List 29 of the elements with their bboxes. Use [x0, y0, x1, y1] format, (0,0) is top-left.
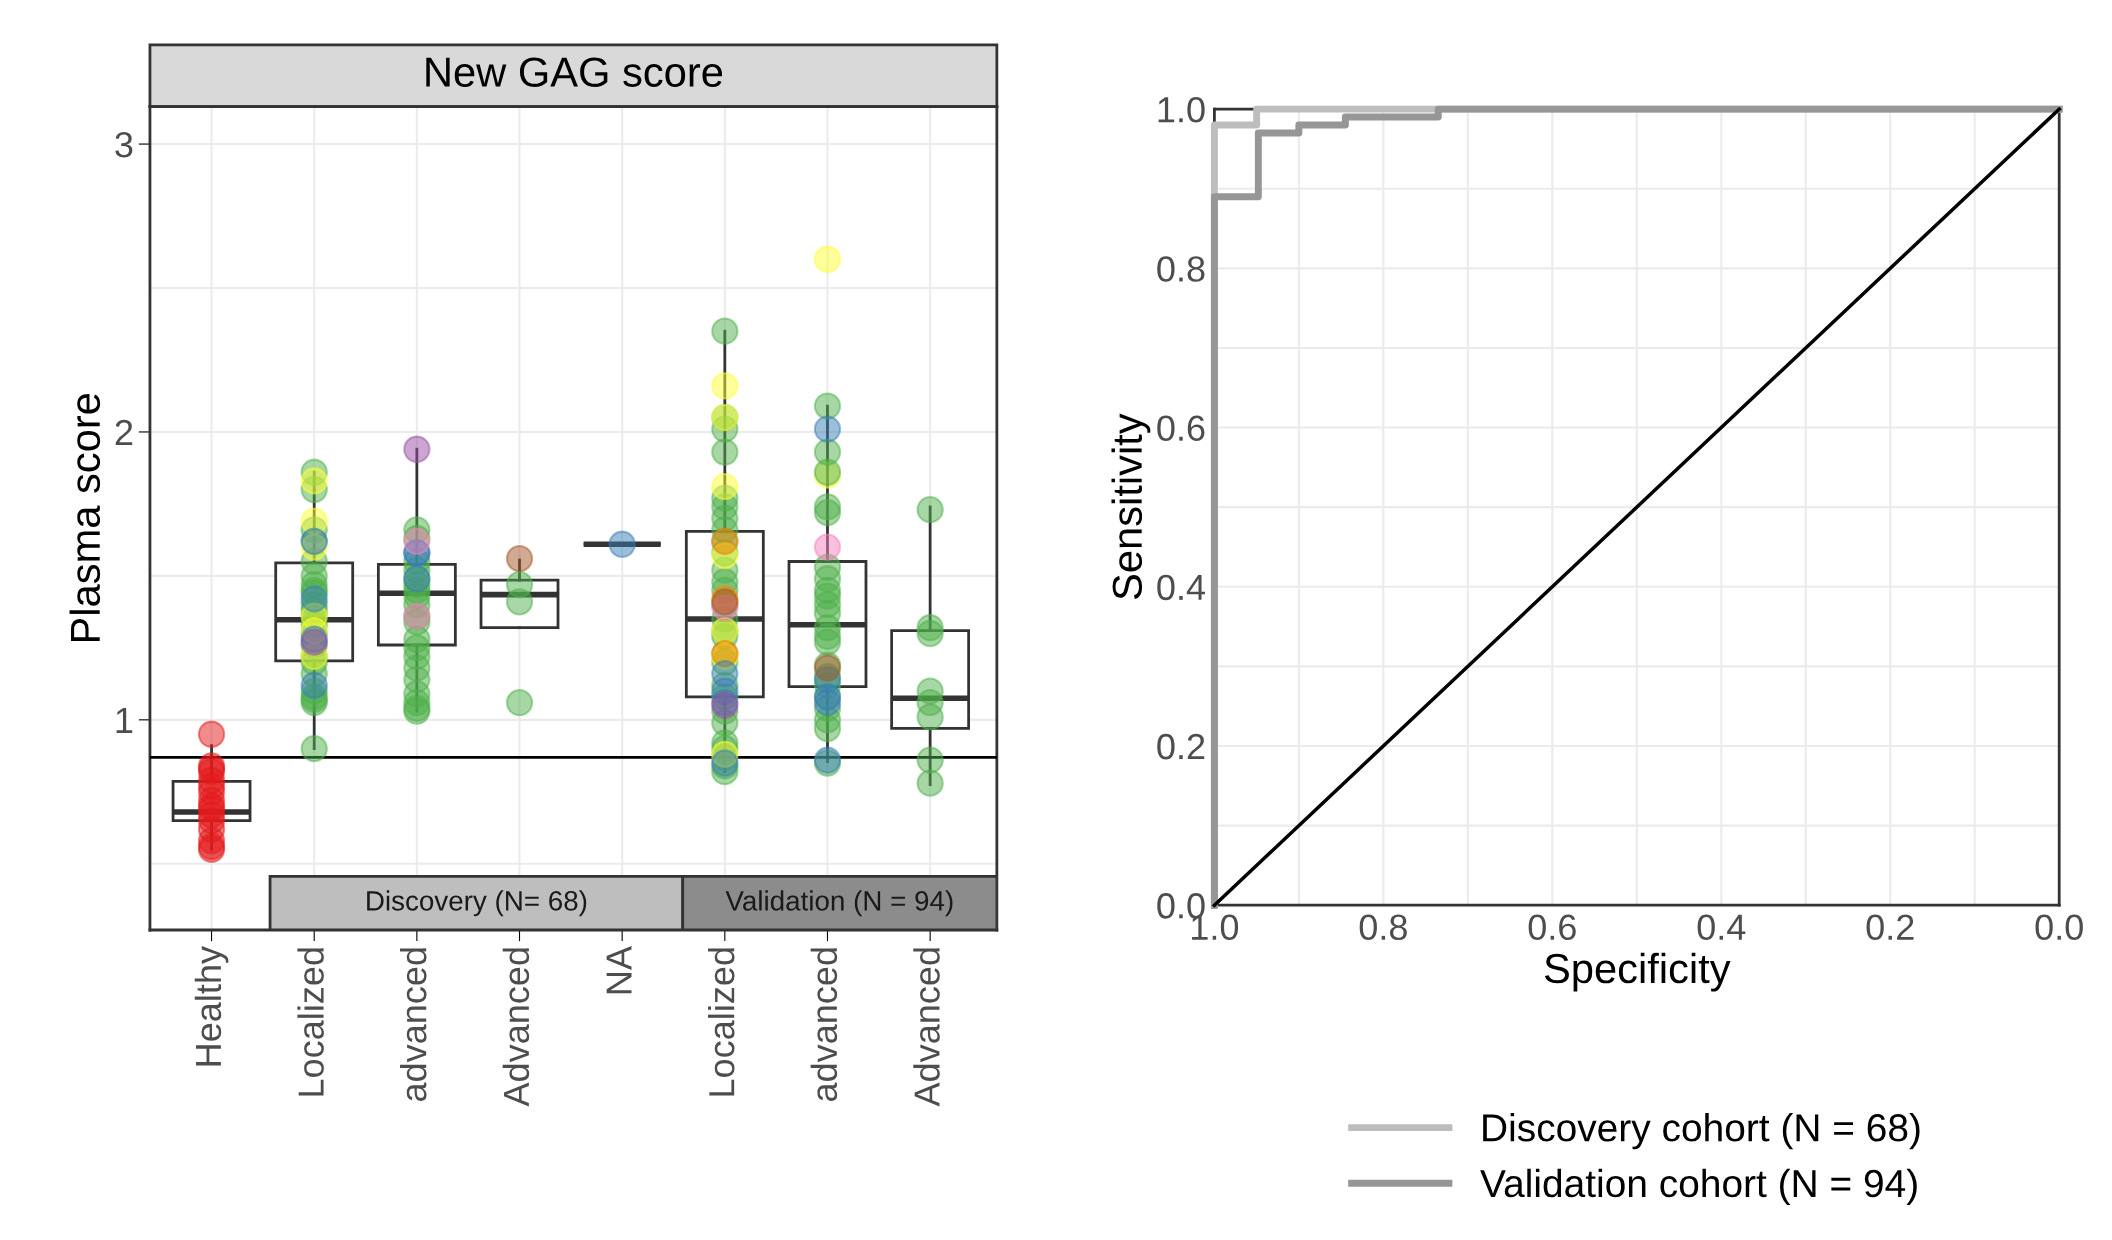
x-tick-label: 0.2 — [1866, 914, 1914, 941]
x-tick-label: Advanced — [913, 948, 940, 1107]
legend-label: Validation cohort (N = 94) — [1480, 1168, 1917, 1205]
x-tick-label: Healthy — [194, 946, 229, 1066]
x-tick-label: 0.4 — [1697, 914, 1746, 941]
x-tick-label: NA — [606, 946, 632, 994]
y-tick-label: 0.6 — [1157, 415, 1205, 441]
y-axis-title: Sensitivity — [1111, 413, 1151, 600]
x-tick-label: advanced — [810, 948, 838, 1102]
chart-title: New GAG score — [426, 57, 723, 87]
y-tick-label: 2 — [115, 419, 133, 446]
annotation: Validation (N = 94) — [725, 890, 953, 917]
y-tick-label: 0.2 — [1157, 733, 1205, 760]
y-tick-label: 3 — [115, 131, 133, 158]
annotation: Discovery (N= 68) — [367, 890, 587, 917]
x-axis-title: Specificity — [1544, 952, 1731, 992]
x-tick-label: Localized — [707, 948, 735, 1096]
x-tick-label: Advanced — [502, 948, 530, 1107]
x-tick-label: Localized — [297, 948, 324, 1096]
x-tick-label: 0.6 — [1528, 914, 1576, 941]
x-tick-label: 0.0 — [2035, 914, 2083, 941]
y-tick-label: 1.0 — [1158, 96, 1205, 123]
y-tick-label: 0.8 — [1157, 256, 1205, 282]
x-tick-label: 0.8 — [1359, 914, 1407, 941]
y-tick-label: 1 — [116, 708, 133, 733]
legend-label: Discovery cohort (N = 68) — [1483, 1113, 1920, 1150]
y-tick-label: 0.4 — [1157, 574, 1206, 601]
y-axis-title: Plasma score — [69, 393, 101, 642]
x-tick-label: advanced — [400, 948, 427, 1102]
